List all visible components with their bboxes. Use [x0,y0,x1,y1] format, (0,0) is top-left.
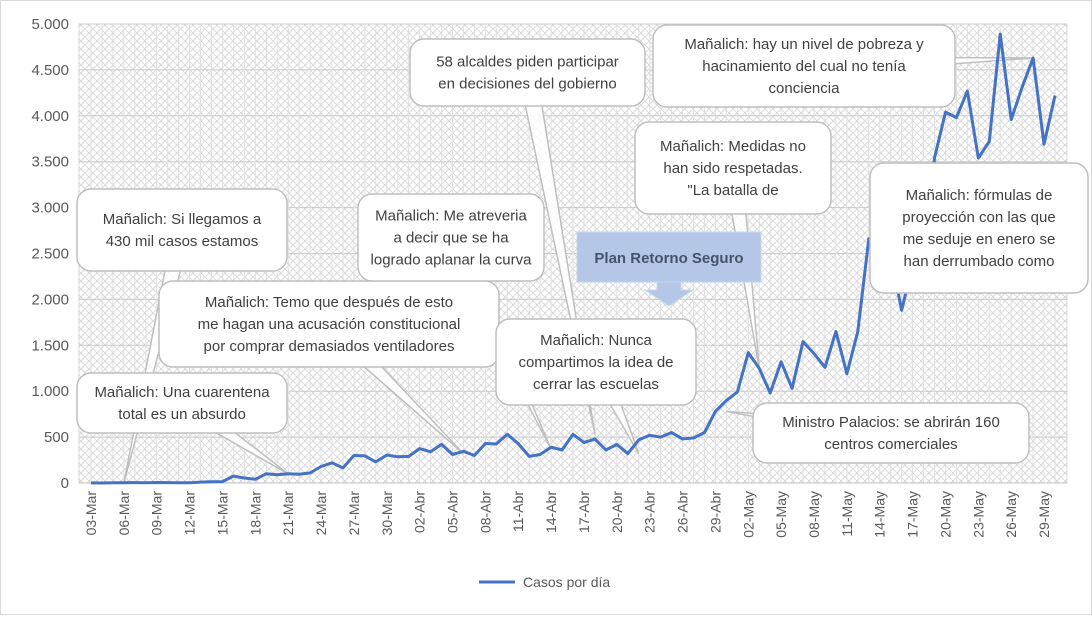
callout-box [357,193,545,282]
x-tick-label: 24-Mar [313,491,329,536]
y-axis: 0 500 1.000 1.500 2.000 2.500 3.000 3.500 4.000 4… [31,16,69,492]
callout-text: "La batalla de [687,182,778,199]
x-tick-label: 02-Abr [412,491,428,533]
callout-text: compartimos la idea de [518,354,673,371]
down-arrow-icon [643,281,695,307]
callout-box [576,231,762,283]
callout: Mañalich: fórmulas de proyección con las … [869,162,1089,294]
callout-text: logrado aplanar la curva [371,252,533,269]
x-tick-label: 23-Abr [642,491,658,533]
y-tick-label: 5.000 [31,16,69,33]
x-tick-label: 29-May [1036,491,1052,538]
callout-box [409,38,646,107]
x-tick-label: 08-May [806,491,822,538]
callout-box [76,372,288,434]
callout-text: a decir que se ha [393,230,509,247]
x-tick-label: 30-Mar [379,491,395,536]
callout-text: Mañalich: Temo que después de esto [205,294,453,311]
callout: Plan Retorno Seguro [576,231,762,307]
x-tick-label: 17-May [905,491,921,538]
callout-text: Ministro Palacios: se abrirán 160 [782,414,1000,431]
x-tick-label: 09-Mar [149,491,165,536]
y-tick-label: 2.500 [31,246,69,263]
callout-text: Mañalich: Me atreveria [375,208,527,225]
x-tick-label: 08-Abr [477,491,493,533]
callout: 58 alcaldes piden participar en decisione… [409,38,646,107]
callout-text: conciencia [769,80,841,97]
callout-box [634,121,832,215]
callout-text: Mañalich: Medidas no [660,138,806,155]
x-tick-label: 11-May [839,491,855,537]
x-tick-label: 03-Mar [83,491,99,536]
callout-text: han sido respetadas. [663,160,802,177]
x-tick-label: 20-Abr [609,491,625,533]
callout-box [752,402,1030,464]
callout-text: Mañalich: Si llegamos a [103,211,262,228]
callout-text: Mañalich: Nunca [540,332,652,349]
callout: Mañalich: Temo que después de esto me hag… [158,280,500,368]
callout-box [495,318,697,406]
y-tick-label: 0 [61,475,69,492]
callout-text: me hagan una acusación constitucional [198,316,461,333]
callout-text: proyección con las que [902,209,1055,226]
y-tick-label: 3.000 [31,200,69,217]
callout: Mañalich: Nunca compartimos la idea de cer… [495,318,697,406]
x-tick-label: 12-Mar [182,491,198,536]
callout-text: cerrar las escuelas [533,376,659,393]
x-tick-label: 21-Mar [280,491,296,536]
y-tick-label: 1.500 [31,337,69,354]
x-tick-label: 05-Abr [445,491,461,533]
callout-text: hacinamiento del cual no tenía [702,58,906,75]
callout-text: me seduje en enero se [903,231,1056,248]
callout-text: por comprar demasiados ventiladores [204,338,455,355]
x-tick-label: 15-Mar [214,491,230,536]
x-tick-label: 23-May [970,491,986,538]
y-tick-label: 1.000 [31,383,69,400]
callouts: Mañalich: Si llegamos a 430 mil casos est… [76,24,1089,464]
x-tick-label: 17-Abr [576,491,592,533]
legend: Casos por día [479,574,610,590]
callout-text: Mañalich: Una cuarentena [94,384,270,401]
callout-box [76,188,288,272]
callout-box [652,24,956,108]
x-tick-label: 06-Mar [116,491,132,536]
callout-text: centros comerciales [824,436,957,453]
x-tick-label: 11-Abr [510,491,526,532]
x-tick-label: 26-May [1003,491,1019,538]
x-tick-label: 18-Mar [247,491,263,536]
callout: Mañalich: Me atreveria a decir que se ha l… [357,193,545,282]
x-tick-label: 05-May [773,491,789,538]
callout-text: han derrumbado como [904,253,1055,270]
callout: Ministro Palacios: se abrirán 160 centros… [752,402,1030,464]
x-tick-label: 14-Abr [543,491,559,533]
callout-text: 430 mil casos estamos [106,233,259,250]
callout: Mañalich: Una cuarentena total es un absu… [76,372,288,434]
callout: Mañalich: Si llegamos a 430 mil casos est… [76,188,288,272]
x-tick-label: 02-May [740,491,756,538]
callout: Mañalich: hay un nivel de pobreza y hacin… [652,24,956,108]
callout-text: en decisiones del gobierno [438,76,616,93]
callout-text: Mañalich: hay un nivel de pobreza y [684,36,924,53]
y-tick-label: 4.500 [31,62,69,79]
callout-box [869,162,1089,294]
x-tick-label: 27-Mar [346,491,362,536]
x-tick-label: 29-Abr [707,491,723,533]
x-tick-label: 20-May [937,491,953,538]
x-axis: 03-Mar 06-Mar 09-Mar 12-Mar 15-Mar 18-Mar 21-M… [79,482,1067,538]
y-tick-label: 500 [44,429,69,446]
y-tick-label: 2.000 [31,291,69,308]
x-tick-label: 14-May [872,491,888,538]
callout-text: 58 alcaldes piden participar [436,54,619,71]
callout-text: Mañalich: fórmulas de [906,187,1053,204]
x-tick-label: 26-Abr [675,491,691,533]
legend-label: Casos por día [523,574,610,590]
callout-text: Plan Retorno Seguro [594,250,743,267]
y-tick-label: 4.000 [31,108,69,125]
callout-text: total es un absurdo [118,406,246,423]
y-tick-label: 3.500 [31,154,69,171]
callout: Mañalich: Medidas no han sido respetadas.… [634,121,832,215]
